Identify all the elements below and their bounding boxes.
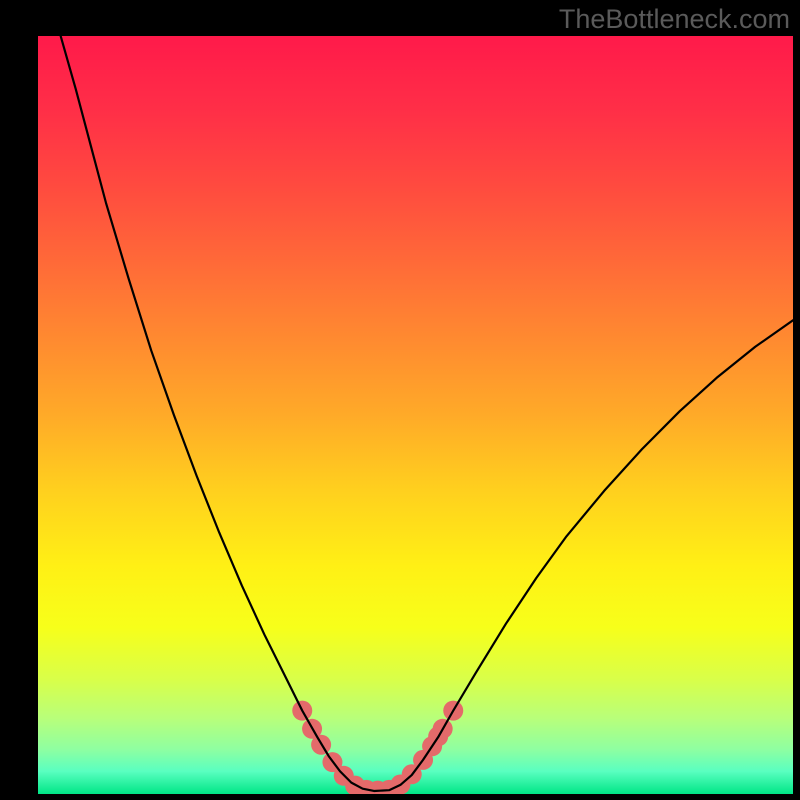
bottleneck-curve-chart <box>0 0 800 800</box>
watermark-text: TheBottleneck.com <box>559 4 790 35</box>
chart-background <box>38 36 793 794</box>
